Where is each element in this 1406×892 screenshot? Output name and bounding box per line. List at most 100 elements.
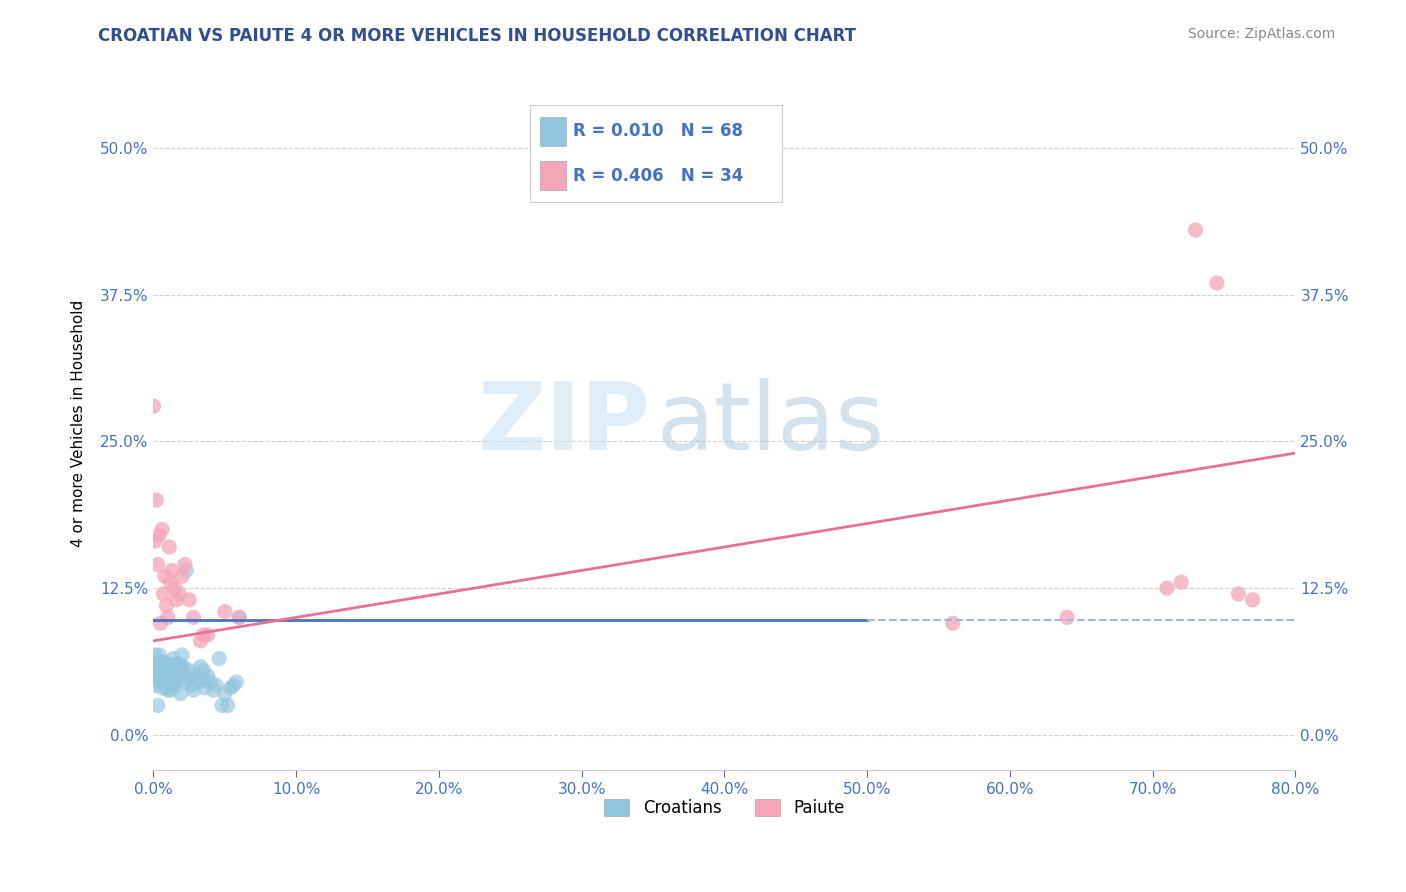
Point — [214, 687, 236, 701]
Point — [170, 569, 193, 583]
Point — [148, 528, 170, 542]
Point — [165, 592, 187, 607]
Point — [167, 657, 190, 672]
Point — [166, 657, 188, 672]
Point — [222, 678, 245, 692]
Y-axis label: 4 or more Vehicles in Household: 4 or more Vehicles in Household — [72, 300, 86, 548]
Point — [145, 493, 167, 508]
Text: Source: ZipAtlas.com: Source: ZipAtlas.com — [1188, 27, 1336, 41]
Legend: Croatians, Paiute: Croatians, Paiute — [598, 792, 851, 824]
Point — [163, 581, 186, 595]
Point — [155, 599, 177, 613]
Point — [170, 648, 193, 662]
Point — [174, 675, 197, 690]
Point — [146, 558, 169, 572]
Text: atlas: atlas — [657, 377, 884, 470]
Point — [183, 610, 205, 624]
Point — [157, 675, 180, 690]
Point — [160, 678, 183, 692]
Point — [193, 663, 215, 677]
Point — [166, 665, 188, 680]
Point — [156, 669, 179, 683]
Point — [143, 657, 166, 672]
Point — [170, 666, 193, 681]
Point — [211, 698, 233, 713]
Point — [190, 633, 212, 648]
Point — [205, 678, 228, 692]
Point — [155, 659, 177, 673]
Point — [156, 683, 179, 698]
Point — [194, 681, 217, 695]
Point — [180, 672, 202, 686]
Point — [145, 672, 167, 686]
Point — [159, 663, 181, 677]
Point — [143, 648, 166, 662]
Point — [228, 610, 250, 624]
Point — [162, 651, 184, 665]
Point — [228, 610, 250, 624]
Point — [150, 681, 173, 695]
Point — [225, 675, 247, 690]
Point — [172, 659, 194, 673]
Point — [165, 672, 187, 686]
Point — [145, 678, 167, 692]
Point — [146, 672, 169, 686]
Point — [163, 663, 186, 677]
Point — [179, 592, 201, 607]
Point — [149, 655, 172, 669]
Point — [150, 663, 173, 677]
Point — [157, 657, 180, 672]
Point — [153, 569, 176, 583]
Point — [942, 616, 965, 631]
Point — [181, 678, 204, 692]
Point — [157, 540, 180, 554]
Point — [159, 575, 181, 590]
Point — [186, 666, 208, 681]
Point — [165, 666, 187, 681]
Point — [1156, 581, 1178, 595]
Point — [148, 666, 170, 681]
Point — [1056, 610, 1078, 624]
Point — [190, 659, 212, 673]
Point — [153, 659, 176, 673]
Point — [148, 648, 170, 662]
Point — [152, 672, 174, 686]
Point — [146, 698, 169, 713]
Point — [146, 659, 169, 673]
Point — [193, 628, 215, 642]
Point — [191, 672, 214, 686]
Point — [217, 698, 239, 713]
Point — [197, 669, 219, 683]
Point — [142, 659, 165, 673]
Point — [145, 663, 167, 677]
Point — [169, 687, 191, 701]
Point — [188, 675, 211, 690]
Point — [1241, 592, 1264, 607]
Point — [149, 616, 172, 631]
Point — [214, 605, 236, 619]
Point — [202, 683, 225, 698]
Point — [152, 666, 174, 681]
Point — [149, 675, 172, 690]
Point — [153, 655, 176, 669]
Point — [142, 399, 165, 413]
Point — [1170, 575, 1192, 590]
Point — [1206, 276, 1229, 290]
Point — [208, 651, 231, 665]
Text: ZIP: ZIP — [478, 377, 650, 470]
Point — [150, 522, 173, 536]
Point — [143, 534, 166, 549]
Point — [200, 675, 222, 690]
Point — [160, 564, 183, 578]
Point — [156, 610, 179, 624]
Point — [167, 672, 190, 686]
Point — [179, 663, 201, 677]
Point — [1227, 587, 1250, 601]
Point — [183, 683, 205, 698]
Point — [143, 669, 166, 683]
Point — [169, 659, 191, 673]
Point — [176, 564, 198, 578]
Point — [160, 669, 183, 683]
Point — [1184, 223, 1206, 237]
Point — [197, 628, 219, 642]
